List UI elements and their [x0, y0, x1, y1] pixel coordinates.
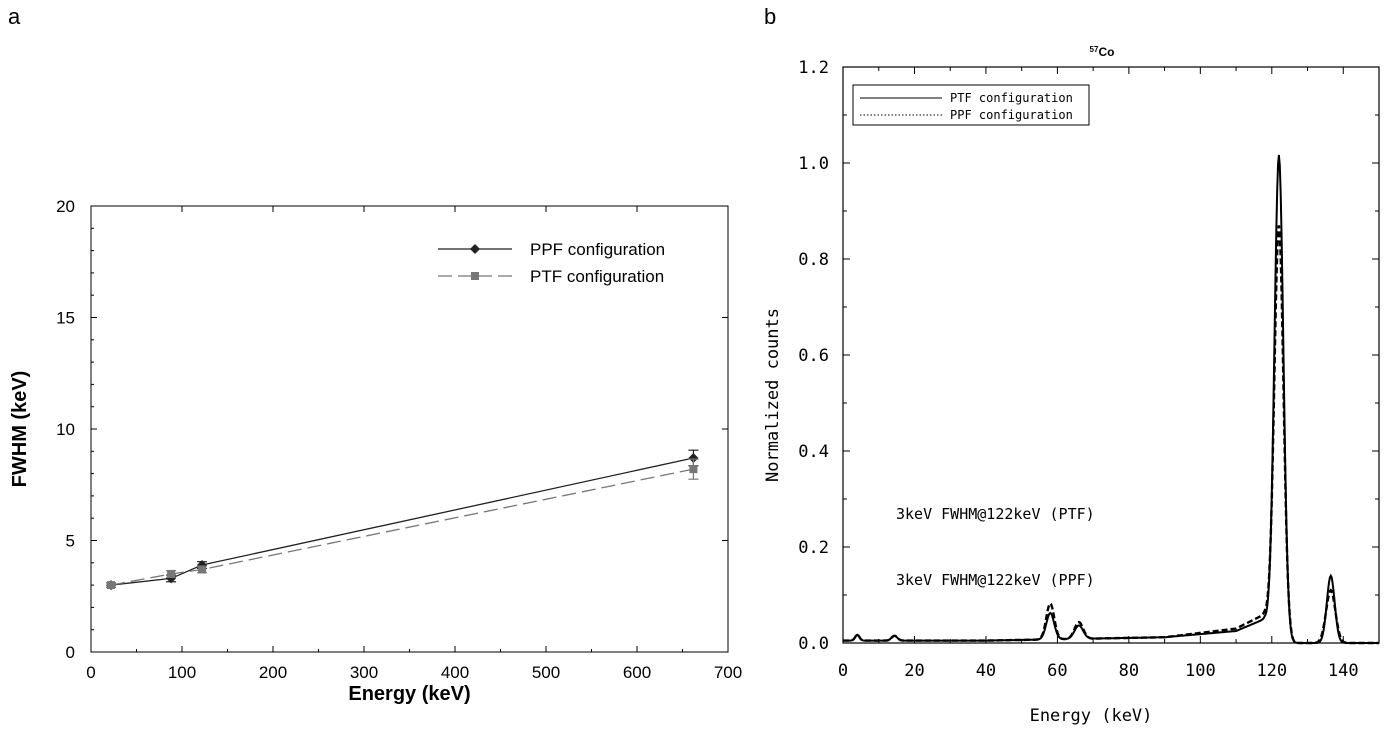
- y-tick-label-a: 5: [66, 532, 75, 551]
- x-tick-label-b: 20: [904, 661, 924, 681]
- chart-b: 57Co 0 20 40 60 80 100 120 140 0.0 0.2 0.4 0.6 0.8 1.0…: [763, 45, 1380, 726]
- x-tick-label-b: 60: [1047, 661, 1067, 681]
- legend-label-b-0: PTF configuration: [950, 91, 1073, 105]
- y-tick-label-b: 1.2: [798, 58, 829, 78]
- annotation-ptf: 3keV FWHM@122keV (PTF): [896, 505, 1095, 523]
- data-point-a: [167, 569, 176, 578]
- y-tick-label-a: 0: [66, 643, 75, 662]
- y-tick-label-a: 20: [56, 197, 75, 216]
- y-tick-label-a: 15: [56, 309, 75, 328]
- x-tick-label-b: 120: [1256, 661, 1287, 681]
- data-point-a: [689, 465, 698, 474]
- x-tick-label-b: 0: [838, 661, 848, 681]
- chart-title-sup: 57: [1090, 45, 1099, 54]
- y-tick-label-b: 0.6: [798, 346, 829, 366]
- y-axis-title-a: FWHM (keV): [9, 371, 31, 488]
- x-axis-title-b: Energy (keV): [1030, 706, 1153, 726]
- spectrum-line-b-0: [843, 154, 1379, 644]
- x-tick-label-a: 400: [441, 663, 469, 682]
- plot-frame-b: [842, 66, 1380, 644]
- x-tick-label-a: 200: [259, 663, 287, 682]
- series-line-a-0: [110, 457, 694, 586]
- legend-box-b: [852, 84, 1090, 126]
- data-point-a: [688, 452, 699, 463]
- legend-label-b-1: PPF configuration: [950, 108, 1073, 122]
- x-tick-label-a: 700: [714, 663, 742, 682]
- panel-b-letter: b: [764, 4, 777, 29]
- annotation-ppf: 3keV FWHM@122keV (PPF): [896, 571, 1095, 589]
- legend-marker-a-0: [470, 244, 480, 254]
- y-axis-title-b: Normalized counts: [763, 308, 783, 482]
- x-tick-label-b: 80: [1119, 661, 1139, 681]
- legend-marker-a-1: [471, 272, 479, 280]
- x-tick-label-a: 500: [532, 663, 560, 682]
- y-tick-label-b: 1.0: [798, 154, 829, 174]
- x-tick-label-a: 600: [623, 663, 651, 682]
- y-tick-label-b: 0.2: [798, 538, 829, 558]
- spectrum-line-b-1: [843, 225, 1379, 645]
- chart-title-main: Co: [1098, 45, 1114, 59]
- data-point-a: [107, 581, 116, 590]
- x-tick-label-a: 300: [350, 663, 378, 682]
- y-tick-label-a: 10: [56, 420, 75, 439]
- x-tick-label-b: 100: [1185, 661, 1216, 681]
- legend-label-a-0: PPF configuration: [530, 240, 665, 259]
- panel-a-letter: a: [8, 4, 21, 29]
- y-tick-label-b: 0.4: [798, 442, 829, 462]
- x-tick-label-b: 140: [1328, 661, 1359, 681]
- y-tick-label-b: 0.0: [798, 634, 829, 654]
- chart-a: 0 100 200 300 400 500 600 700 0 5 10 15 20 Energy (ke…: [9, 197, 742, 705]
- x-tick-label-b: 40: [976, 661, 996, 681]
- x-tick-label-a: 0: [86, 663, 95, 682]
- legend-label-a-1: PTF configuration: [530, 267, 664, 286]
- x-axis-title-a: Energy (keV): [348, 683, 470, 705]
- x-tick-label-a: 100: [168, 663, 196, 682]
- y-tick-label-b: 0.8: [798, 250, 829, 270]
- chart-title-b: 57Co: [1090, 45, 1115, 59]
- series-line-a-1: [110, 468, 694, 586]
- data-point-a: [198, 565, 207, 574]
